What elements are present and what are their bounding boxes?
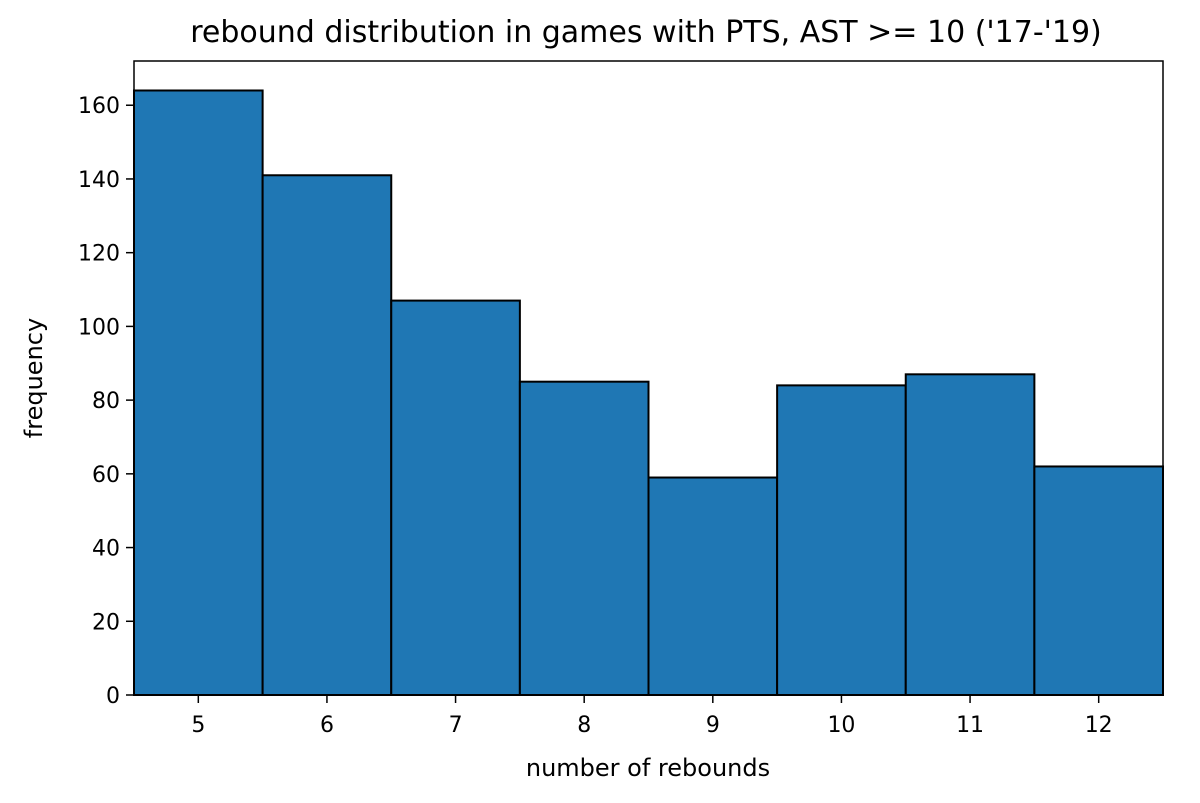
y-tick-label-40: 40 <box>92 537 120 562</box>
chart-title: rebound distribution in games with PTS, … <box>190 15 1102 50</box>
x-tick-label-8: 8 <box>577 713 591 738</box>
x-tick-label-7: 7 <box>449 713 463 738</box>
bar-12 <box>1033 465 1164 696</box>
plot-frame <box>133 60 1164 696</box>
x-tick-label-5: 5 <box>191 713 205 738</box>
y-tick-label-0: 0 <box>106 684 120 709</box>
y-tick-label-80: 80 <box>92 389 120 414</box>
x-tick-label-12: 12 <box>1085 713 1113 738</box>
y-tick-label-20: 20 <box>92 610 120 635</box>
x-axis: 5 6 7 8 9 10 11 12 <box>191 695 1113 738</box>
bar-6 <box>261 174 393 696</box>
bar-9 <box>647 476 779 696</box>
x-tick-label-6: 6 <box>320 713 334 738</box>
y-axis-label: frequency <box>20 318 48 438</box>
x-tick-label-11: 11 <box>956 713 984 738</box>
bar-11 <box>904 373 1036 696</box>
bar-5 <box>133 89 264 697</box>
bar-8 <box>518 380 650 696</box>
y-tick-label-100: 100 <box>78 315 120 340</box>
bar-7 <box>390 299 521 696</box>
x-axis-label: number of rebounds <box>526 754 770 782</box>
y-tick-label-160: 160 <box>78 94 120 119</box>
bar-10 <box>776 384 907 696</box>
y-axis: 0 20 40 60 80 100 120 140 160 <box>78 94 134 709</box>
x-tick-label-10: 10 <box>827 713 855 738</box>
y-tick-label-60: 60 <box>92 463 120 488</box>
y-tick-label-140: 140 <box>78 168 120 193</box>
y-tick-label-120: 120 <box>78 242 120 267</box>
x-tick-label-9: 9 <box>706 713 720 738</box>
bars-group <box>133 89 1164 697</box>
